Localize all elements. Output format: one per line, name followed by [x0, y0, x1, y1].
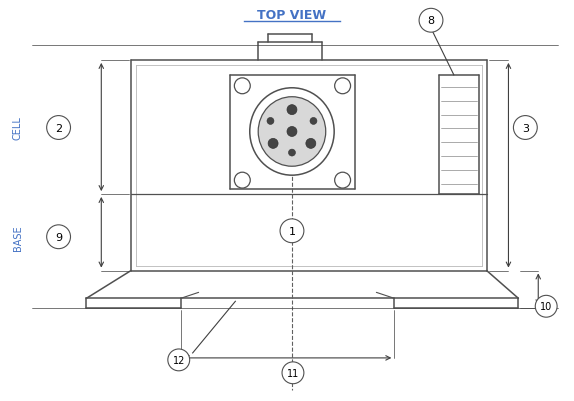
Circle shape — [168, 349, 189, 371]
Circle shape — [306, 139, 316, 149]
Text: BASE: BASE — [13, 225, 23, 250]
Circle shape — [267, 118, 274, 125]
Ellipse shape — [250, 89, 334, 176]
Circle shape — [268, 139, 278, 149]
Text: 11: 11 — [287, 368, 299, 378]
Text: 2: 2 — [55, 123, 62, 133]
Circle shape — [536, 296, 557, 318]
Circle shape — [335, 79, 351, 95]
Circle shape — [280, 219, 304, 243]
Text: 10: 10 — [540, 302, 552, 312]
Circle shape — [234, 173, 250, 188]
Text: 3: 3 — [522, 123, 529, 133]
Text: 1: 1 — [289, 226, 296, 236]
Circle shape — [282, 362, 304, 384]
Circle shape — [289, 150, 296, 157]
Circle shape — [335, 173, 351, 188]
Circle shape — [287, 105, 297, 115]
Text: 8: 8 — [428, 16, 435, 26]
Circle shape — [419, 9, 443, 33]
Ellipse shape — [258, 97, 325, 167]
Circle shape — [310, 118, 317, 125]
Text: TOP VIEW: TOP VIEW — [257, 9, 327, 22]
Circle shape — [46, 225, 71, 249]
Circle shape — [513, 116, 537, 140]
Circle shape — [234, 79, 250, 95]
Text: CELL: CELL — [13, 116, 23, 140]
Text: 12: 12 — [173, 355, 185, 365]
Text: 9: 9 — [55, 232, 62, 242]
Circle shape — [46, 116, 71, 140]
Circle shape — [287, 127, 297, 137]
